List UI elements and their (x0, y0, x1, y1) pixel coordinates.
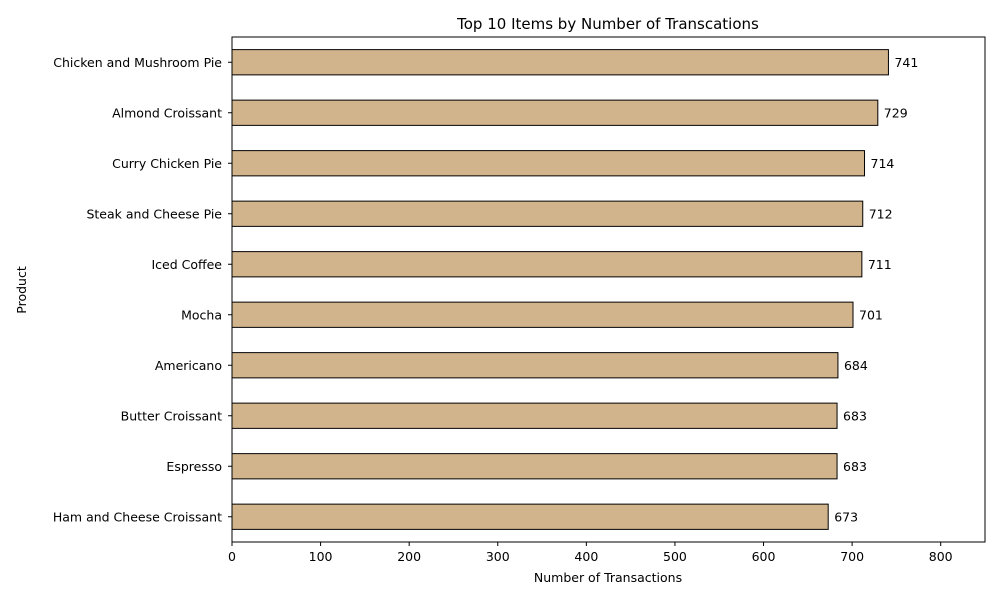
bar-value-label: 684 (844, 358, 868, 373)
y-tick-label: Butter Croissant (121, 408, 222, 423)
bar (231, 251, 863, 278)
y-tick-label: Almond Croissant (112, 105, 222, 120)
bar (231, 402, 838, 429)
bar-value-label: 701 (859, 307, 883, 322)
bar-value-label: 712 (869, 206, 893, 221)
bar (231, 503, 829, 530)
x-tick-label: 200 (397, 549, 421, 564)
bar-value-label: 711 (868, 257, 892, 272)
x-tick-label: 0 (228, 549, 236, 564)
y-axis-ticks: Chicken and Mushroom Pie Almond Croissant… (53, 55, 232, 524)
bar (231, 99, 879, 126)
chart-title: Top 10 Items by Number of Transcations (456, 15, 759, 33)
x-axis-title: Number of Transactions (534, 570, 682, 585)
x-tick-label: 400 (574, 549, 598, 564)
y-axis-title: Product (14, 266, 29, 314)
bar (231, 301, 854, 328)
bar (231, 453, 838, 480)
x-tick-label: 800 (929, 549, 953, 564)
y-tick-label: Curry Chicken Pie (112, 156, 222, 171)
bar-value-label: 683 (843, 408, 867, 423)
x-axis-ticks: 0 100 200 300 400 500 600 700 800 (228, 542, 953, 564)
bar (231, 200, 864, 227)
bar (231, 352, 839, 379)
y-tick-label: Americano (155, 358, 222, 373)
y-tick-label: Espresso (166, 459, 222, 474)
x-tick-label: 600 (752, 549, 776, 564)
bar-value-label: 729 (884, 105, 908, 120)
bar (231, 49, 889, 76)
y-tick-label: Chicken and Mushroom Pie (53, 55, 222, 70)
bar-value-label: 741 (894, 55, 918, 70)
bars-layer (231, 49, 889, 530)
x-tick-label: 100 (309, 549, 333, 564)
y-tick-label: Steak and Cheese Pie (86, 206, 222, 221)
bar (231, 150, 866, 177)
bar-value-label: 683 (843, 459, 867, 474)
y-tick-label: Iced Coffee (151, 257, 222, 272)
x-tick-label: 500 (663, 549, 687, 564)
plot-area-frame (231, 36, 986, 543)
x-tick-label: 300 (486, 549, 510, 564)
bar-value-label: 714 (871, 156, 895, 171)
y-tick-label: Ham and Cheese Croissant (53, 509, 222, 524)
value-labels-layer: 741 729 714 712 711 701 684 683 683 673 (834, 55, 918, 525)
bar-value-label: 673 (834, 509, 858, 524)
y-tick-label: Mocha (181, 307, 222, 322)
x-tick-label: 700 (840, 549, 864, 564)
